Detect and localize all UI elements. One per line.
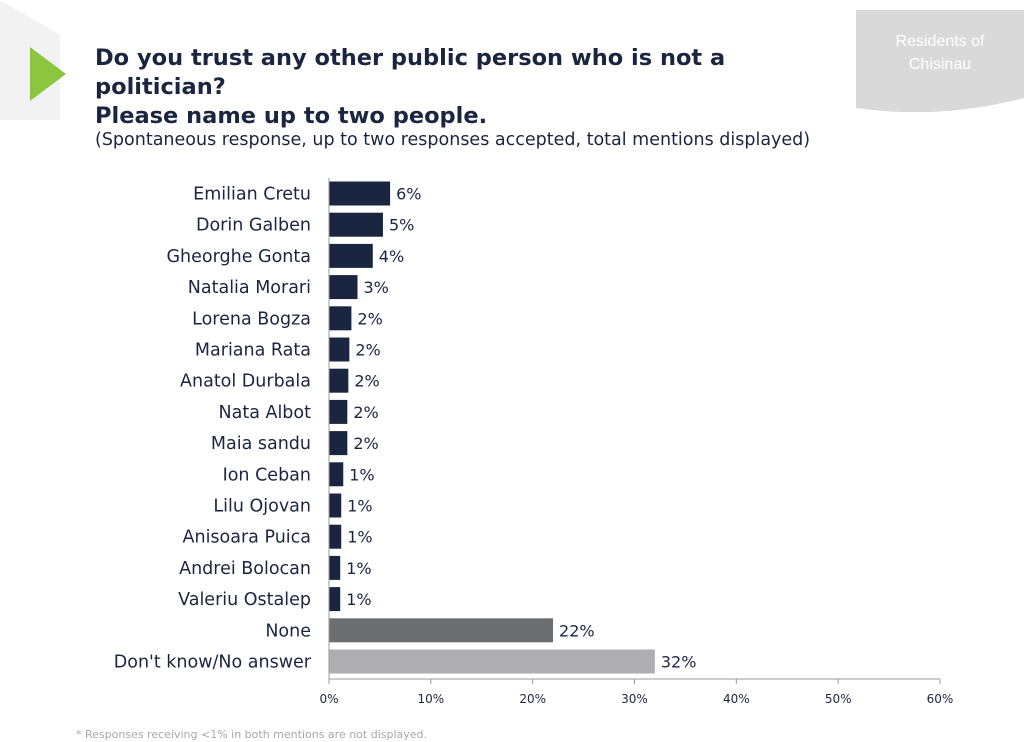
- x-tick-label: 40%: [723, 692, 750, 706]
- bar: [329, 555, 341, 580]
- bar: [329, 462, 344, 487]
- title-line-2: Please name up to two people.: [95, 103, 488, 129]
- x-tick-label: 30%: [621, 692, 648, 706]
- footnote: * Responses receiving <1% in both mentio…: [76, 728, 428, 741]
- category-label: Lilu Ojovan: [213, 497, 311, 517]
- data-label: 2%: [355, 341, 380, 360]
- data-label: 5%: [389, 216, 414, 235]
- bar: [329, 399, 348, 424]
- bar: [329, 618, 554, 643]
- category-label: Nata Albot: [219, 403, 312, 423]
- x-tick-label: 50%: [825, 692, 852, 706]
- bar: [329, 493, 342, 518]
- category-label: Dorin Galben: [196, 216, 311, 236]
- bar: [329, 243, 373, 268]
- bar: [329, 649, 655, 674]
- data-label: 2%: [354, 372, 379, 391]
- chart-subtitle: (Spontaneous response, up to two respons…: [95, 130, 811, 150]
- category-label: Gheorghe Gonta: [167, 247, 312, 267]
- category-label: Anisoara Puica: [183, 528, 312, 548]
- bar: [329, 431, 348, 456]
- badge-line-1: Residents of: [895, 33, 985, 50]
- data-label: 4%: [379, 247, 404, 266]
- bar: [329, 212, 383, 237]
- category-label: Emilian Cretu: [193, 185, 311, 205]
- category-label: Ion Ceban: [223, 465, 311, 485]
- data-label: 1%: [347, 528, 372, 547]
- data-label: 2%: [353, 434, 378, 453]
- bar: [329, 337, 350, 362]
- bar: [329, 275, 358, 300]
- category-label: Lorena Bogza: [192, 309, 311, 329]
- badge-shape: [856, 10, 1024, 112]
- data-label: 1%: [347, 497, 372, 516]
- page-title: Do you trust any other public person who…: [95, 44, 855, 131]
- category-label: Anatol Durbala: [180, 372, 311, 392]
- x-tick-label: 20%: [519, 692, 546, 706]
- category-label: Don't know/No answer: [114, 653, 312, 673]
- category-label: Mariana Rata: [195, 341, 311, 361]
- data-label: 2%: [353, 403, 378, 422]
- data-label: 2%: [357, 309, 382, 328]
- triangle-bullet-icon: [30, 47, 66, 101]
- data-label: 6%: [396, 185, 421, 204]
- category-label: Andrei Bolocan: [179, 559, 311, 579]
- bar: [329, 587, 341, 612]
- category-label: None: [265, 621, 311, 641]
- category-label: Maia sandu: [211, 434, 311, 454]
- bar: [329, 181, 391, 206]
- data-label: 1%: [346, 559, 371, 578]
- data-label: 22%: [559, 621, 595, 640]
- bar: [329, 306, 352, 331]
- bar: [329, 368, 349, 393]
- category-label: Natalia Morari: [188, 278, 311, 298]
- bar: [329, 524, 342, 549]
- x-tick-label: 10%: [417, 692, 444, 706]
- x-tick-label: 0%: [319, 692, 338, 706]
- data-label: 3%: [364, 278, 389, 297]
- badge-line-2: Chisinau: [908, 56, 972, 73]
- data-label: 1%: [346, 590, 371, 609]
- data-label: 32%: [661, 653, 697, 672]
- title-line-1: Do you trust any other public person who…: [95, 45, 726, 100]
- category-label: Valeriu Ostalep: [178, 590, 311, 610]
- data-label: 1%: [349, 465, 374, 484]
- region-badge: Residents of Chisinau: [856, 10, 1024, 112]
- x-tick-label: 60%: [927, 692, 954, 706]
